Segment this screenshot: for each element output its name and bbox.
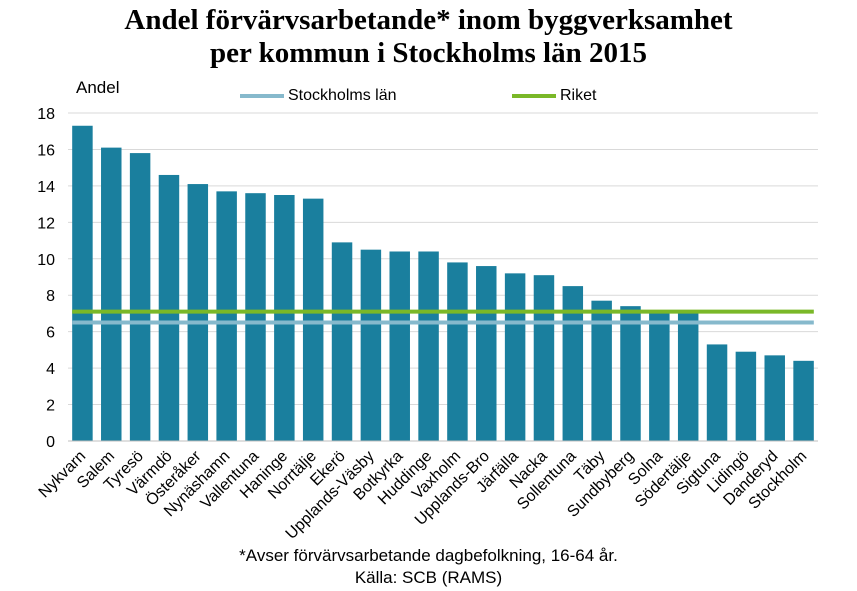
- y-tick-label: 16: [37, 142, 55, 159]
- y-tick-label: 4: [46, 361, 55, 378]
- bar-nacka: [533, 275, 555, 441]
- legend-item-riket: Riket: [512, 84, 596, 108]
- y-tick-label: 8: [46, 288, 55, 305]
- bar-sollentuna: [562, 286, 584, 441]
- legend-label-stockholms-lan: Stockholms län: [288, 87, 397, 104]
- y-tick-label: 10: [37, 252, 55, 269]
- y-tick-label: 6: [46, 325, 55, 342]
- bar-upplands-bro: [476, 266, 497, 441]
- legend-label-riket: Riket: [560, 87, 597, 104]
- y-axis-label: Andel: [76, 78, 120, 97]
- bar-täby: [591, 300, 612, 441]
- bar-norrtälje: [302, 198, 324, 441]
- bar-huddinge: [418, 251, 439, 441]
- bar-botkyrka: [389, 251, 410, 441]
- chart-title-line-1: Andel förvärvsarbetande* inom byggverksa…: [124, 4, 733, 36]
- bar-stockholm: [793, 360, 814, 441]
- bar-nynäshamn: [216, 191, 237, 441]
- bar-nykvarn: [72, 125, 93, 441]
- bar-upplands-väsby: [360, 249, 382, 441]
- bar-lidingö: [735, 351, 757, 441]
- footnote: *Avser förvärvsarbetande dagbefolkning, …: [239, 546, 618, 565]
- bar-värmdö: [158, 174, 180, 441]
- bar-vaxholm: [447, 262, 468, 441]
- bar-tyresö: [129, 153, 151, 442]
- y-tick-label: 2: [46, 398, 55, 415]
- legend-swatch-riket: [512, 94, 556, 98]
- bar-järfälla: [504, 273, 526, 441]
- bar-solna: [649, 313, 670, 441]
- chart-title: Andel förvärvsarbetande* inom byggverksa…: [0, 4, 857, 70]
- bar-sigtuna: [706, 344, 728, 441]
- y-tick-label: 0: [46, 434, 55, 451]
- legend-swatch-stockholms-lan: [240, 94, 284, 98]
- bar-sundbyberg: [620, 306, 641, 441]
- y-tick-label: 18: [37, 106, 55, 123]
- bar-ekerö: [331, 242, 353, 441]
- source-note: Källa: SCB (RAMS): [354, 568, 503, 587]
- y-tick-label: 12: [37, 215, 55, 232]
- bar-södertälje: [677, 313, 699, 441]
- legend-item-stockholms-lan: Stockholms län: [240, 84, 397, 108]
- bar-vallentuna: [245, 193, 266, 441]
- chart-title-line-2: per kommun i Stockholms län 2015: [210, 37, 647, 69]
- bar-salem: [101, 147, 122, 441]
- bar-haninge: [274, 195, 295, 441]
- bar-danderyd: [764, 355, 785, 441]
- y-tick-label: 14: [37, 179, 55, 196]
